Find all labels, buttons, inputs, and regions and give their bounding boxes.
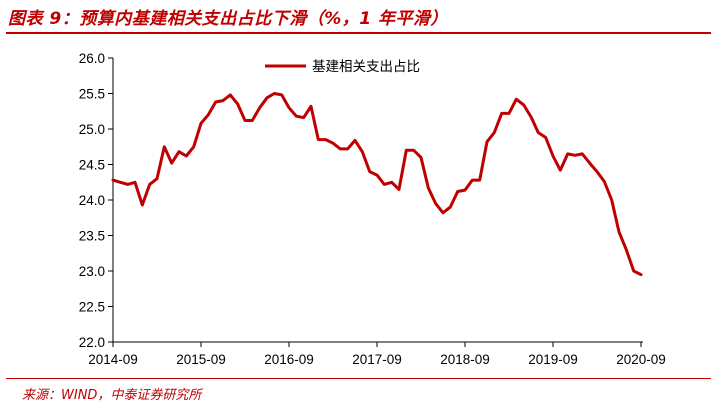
x-tick-label: 2019-09 — [528, 352, 578, 367]
x-tick-label: 2020-09 — [616, 352, 666, 367]
title-divider — [6, 32, 711, 34]
source-note: 来源：WIND，中泰证券研究所 — [22, 388, 202, 403]
x-tick-label: 2018-09 — [440, 352, 490, 367]
line-chart: 22.0 22.5 23.0 23.5 24.0 24.5 25.0 25.5 26.0 2014… — [79, 51, 666, 367]
y-tick-label: 26.0 — [79, 51, 105, 66]
chart-legend: 基建相关支出占比 — [265, 58, 420, 75]
legend-label: 基建相关支出占比 — [312, 58, 420, 75]
y-tick-label: 24.5 — [79, 158, 105, 173]
y-tick-label: 22.5 — [79, 300, 105, 315]
x-tick-label: 2014-09 — [88, 352, 138, 367]
y-tick-label: 23.5 — [79, 229, 105, 244]
chart-plot-area — [111, 92, 643, 277]
chart-axes: 22.0 22.5 23.0 23.5 24.0 24.5 25.0 25.5 26.0 2014… — [79, 51, 666, 367]
series-line — [111, 92, 643, 277]
y-tick-label: 25.5 — [79, 87, 105, 102]
x-tick-label: 2017-09 — [352, 352, 402, 367]
y-tick-label: 23.0 — [79, 264, 105, 279]
y-tick-label: 24.0 — [79, 193, 105, 208]
x-tick-label: 2015-09 — [176, 352, 226, 367]
footer-divider — [6, 378, 711, 379]
y-tick-label: 25.0 — [79, 122, 105, 137]
figure-title: 图表 9：预算内基建相关支出占比下滑（%，1 年平滑） — [8, 9, 449, 29]
y-tick-label: 22.0 — [79, 335, 105, 350]
x-tick-label: 2016-09 — [264, 352, 314, 367]
